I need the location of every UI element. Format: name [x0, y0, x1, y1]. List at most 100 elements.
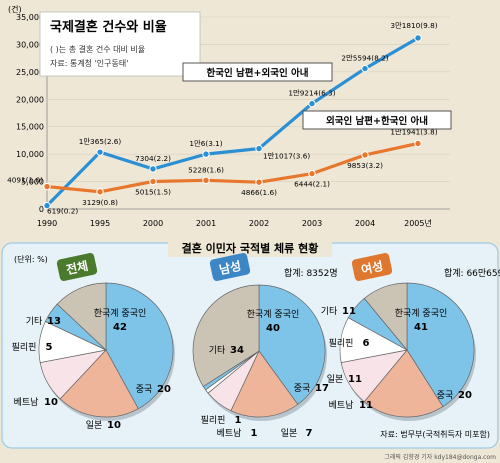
data-point [43, 182, 51, 191]
pie-slice-label: 기타 [26, 316, 43, 327]
title-box [39, 11, 201, 77]
y-tick-label: 5,000 [21, 178, 44, 187]
data-label: 5015(1.5) [135, 187, 171, 196]
data-point [202, 176, 210, 185]
pie-slice-value: 1 [251, 428, 258, 439]
data-label: 9853(3.2) [347, 161, 383, 170]
legend-label: 한국인 남편+외국인 아내 [207, 67, 309, 79]
data-point [202, 150, 210, 158]
pie-tag-badge [209, 253, 251, 281]
data-label: 1만1941(3.8) [390, 127, 437, 136]
x-tick-label: 2004 [355, 219, 375, 228]
legend-label: 외국인 남편+한국인 아내 [326, 115, 428, 127]
x-tick-label: 1990 [37, 219, 57, 228]
pie-slice [192, 284, 260, 387]
data-point [361, 151, 369, 159]
pie-total: 합계: 8352명 [284, 267, 338, 279]
legend-box [182, 62, 333, 82]
data-label: 1만9214(6.3) [288, 89, 335, 98]
pie-slice-label: 중국 [136, 384, 153, 395]
pie-slice-label: 기타 [321, 306, 338, 317]
series-line [45, 36, 419, 207]
pie-slice-value: 11 [342, 306, 356, 317]
data-point [361, 64, 369, 73]
pie-slice-label: 한국계 중국인 [94, 307, 147, 319]
y-tick-label: 0 [39, 205, 44, 214]
series-layer: 619(0.2) 1만365(2.6) 7304(2.2) 1만6(3.1) 1만101… [7, 21, 438, 216]
data-label: 7304(2.2) [135, 154, 171, 163]
y-tick-label: 15,000 [16, 123, 44, 132]
series-line [46, 141, 419, 194]
data-label: 1만1017(3.6) [263, 152, 310, 161]
pie-slice-value: 17 [315, 383, 329, 394]
pie-slice-label: 일본 [281, 428, 298, 439]
x-tick-label: 2003 [302, 219, 322, 228]
data-point [149, 165, 157, 173]
pie-slice-value: 5 [46, 342, 53, 353]
pie-total: 합계: 66만659명 [444, 267, 500, 279]
pie-slice [230, 350, 299, 418]
pie-slice-value: 13 [47, 316, 61, 327]
data-label: 619(0.2) [47, 207, 78, 216]
pie-slice [363, 282, 408, 351]
line-chart: 0 5,000 10,000 15,000 20,000 25,000 30,000 35,0… [7, 4, 452, 228]
pie-slice-value: 11 [348, 374, 362, 385]
data-label: 2만5594(8.2) [341, 54, 388, 63]
pie-slice-value: 11 [359, 400, 373, 411]
pie-slice-label: 베트남 [329, 400, 354, 411]
pie-slice-label: 중국 [294, 383, 311, 394]
credit: 그래픽 김향경 기자 kdy184@donga.com [384, 453, 496, 461]
data-point [308, 169, 316, 178]
pie-slice-label: 일본 [327, 374, 344, 385]
chart-title: 국제결혼 건수와 비율 [50, 19, 167, 35]
pie-slice-label: 일본 [86, 420, 103, 431]
pie-tag-badge [56, 253, 98, 281]
data-point [414, 34, 422, 42]
pie-slice-label: 한국계 중국인 [395, 307, 448, 319]
data-point [96, 148, 104, 156]
data-point [149, 177, 157, 186]
y-tick-label: 20,000 [16, 95, 44, 104]
data-point [414, 139, 422, 148]
pie-slice-value: 41 [414, 322, 428, 333]
data-point [43, 201, 51, 210]
data-point [96, 188, 104, 196]
pie-slice-value: 6 [363, 338, 370, 349]
pie-slice-value: 10 [44, 397, 58, 408]
pie-slice-label: 중국 [437, 390, 454, 401]
data-label: 4866(1.6) [241, 188, 277, 197]
pie-slice-label: 필리핀 [329, 337, 354, 349]
pie-group-title: 결혼 이민자 국적별 체류 현황 [182, 241, 319, 255]
chart-note: ( )는 총 결혼 건수 대비 비율 [50, 44, 145, 54]
pie-tag-label: 여성 [360, 258, 385, 277]
pie-tag-label: 남성 [218, 258, 243, 277]
pie-slice-value: 20 [157, 384, 171, 395]
data-point [255, 144, 263, 153]
data-point [255, 178, 263, 186]
y-tick-label: 35,000 [16, 13, 44, 22]
x-tick-label: 2002 [249, 219, 269, 228]
pie-slice-label: 기타 [209, 345, 226, 356]
data-label: 1만6(3.1) [189, 139, 222, 148]
pie-source: 자료: 법무부(국적취득자 미포함) [380, 429, 490, 439]
pie-slice-value: 7 [306, 428, 313, 439]
pie-title-tab [168, 237, 332, 257]
y-tick-label: 10,000 [16, 150, 44, 159]
pie-slice-label: 필리핀 [201, 414, 226, 426]
x-axis: 1990 1995 2000 2001 2002 2003 2004 2005년 [37, 208, 450, 228]
chart-source: 자료: 통계청 '인구동태' [50, 58, 128, 68]
pie-tag-badge [351, 253, 393, 281]
x-tick-label: 2001 [196, 219, 216, 228]
data-point [308, 99, 316, 108]
legend-box [302, 110, 452, 130]
pie-slice-value: 40 [266, 323, 280, 334]
pie-slice [258, 284, 326, 405]
y-tick-label: 30,000 [16, 40, 44, 49]
pie-slice-value: 20 [458, 390, 472, 401]
pie-slice [59, 349, 139, 418]
pie-slice-value: 1 [235, 415, 242, 426]
pie-slice-label: 베트남 [217, 428, 242, 439]
x-tick-label: 2000 [143, 219, 163, 228]
